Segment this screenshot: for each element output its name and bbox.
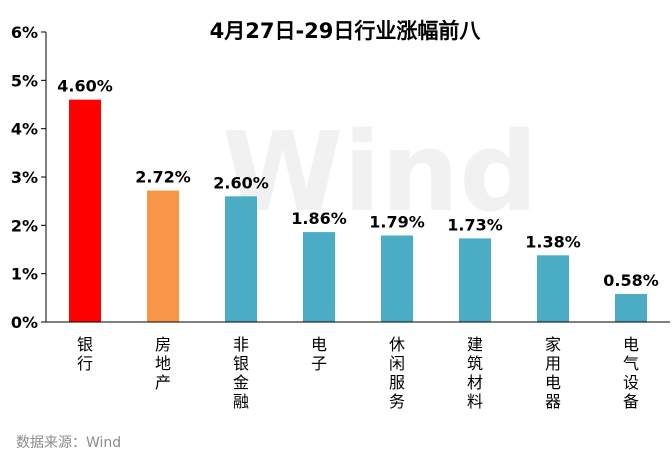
y-tick-label: 4% bbox=[11, 120, 38, 139]
data-label-2: 2.72% bbox=[135, 168, 191, 187]
bar-2 bbox=[147, 190, 179, 322]
bar-4 bbox=[303, 232, 335, 322]
data-label-1: 4.60% bbox=[57, 77, 113, 96]
y-axis: 0% 1% 2% 3% 4% 5% 6% bbox=[11, 23, 47, 332]
y-tick-label: 1% bbox=[11, 265, 38, 284]
data-label-5: 1.79% bbox=[369, 212, 425, 231]
category-label-3: 非银金融 bbox=[233, 335, 249, 411]
bar-5 bbox=[381, 235, 413, 322]
watermark-text: Wind bbox=[222, 108, 538, 236]
y-tick-label: 3% bbox=[11, 168, 38, 187]
bar-1 bbox=[69, 99, 101, 323]
y-tick-label: 0% bbox=[11, 313, 38, 332]
bar-3 bbox=[225, 196, 257, 322]
data-label-4: 1.86% bbox=[291, 209, 347, 228]
data-label-6: 1.73% bbox=[447, 215, 503, 234]
chart-title: 4月27日-29日行业涨幅前八 bbox=[210, 19, 482, 43]
bar-7 bbox=[537, 255, 569, 322]
data-labels: 4.60% 2.72% 2.60% 1.86% 1.79% 1.73% 1.38% 0.58% bbox=[57, 77, 659, 290]
data-label-8: 0.58% bbox=[603, 271, 659, 290]
bar-6 bbox=[459, 238, 491, 322]
category-label-8: 电气设备 bbox=[623, 335, 639, 411]
category-labels: 银行 房地产 非银金融 电子 休闲服务 建筑材料 家用电器 电气设备 bbox=[77, 335, 639, 411]
category-label-2: 房地产 bbox=[155, 335, 171, 392]
y-tick-label: 2% bbox=[11, 216, 38, 235]
category-label-1: 银行 bbox=[77, 335, 93, 373]
bar-8 bbox=[615, 293, 647, 322]
bars bbox=[69, 99, 647, 323]
category-label-5: 休闲服务 bbox=[389, 335, 405, 411]
category-label-7: 家用电器 bbox=[545, 335, 561, 411]
source-note: 数据来源：Wind bbox=[16, 435, 121, 451]
y-tick-label: 6% bbox=[11, 23, 38, 42]
category-label-4: 电子 bbox=[311, 335, 327, 373]
data-label-3: 2.60% bbox=[213, 173, 269, 192]
category-label-6: 建筑材料 bbox=[467, 335, 483, 411]
data-label-7: 1.38% bbox=[525, 232, 581, 251]
y-tick-label: 5% bbox=[11, 71, 38, 90]
